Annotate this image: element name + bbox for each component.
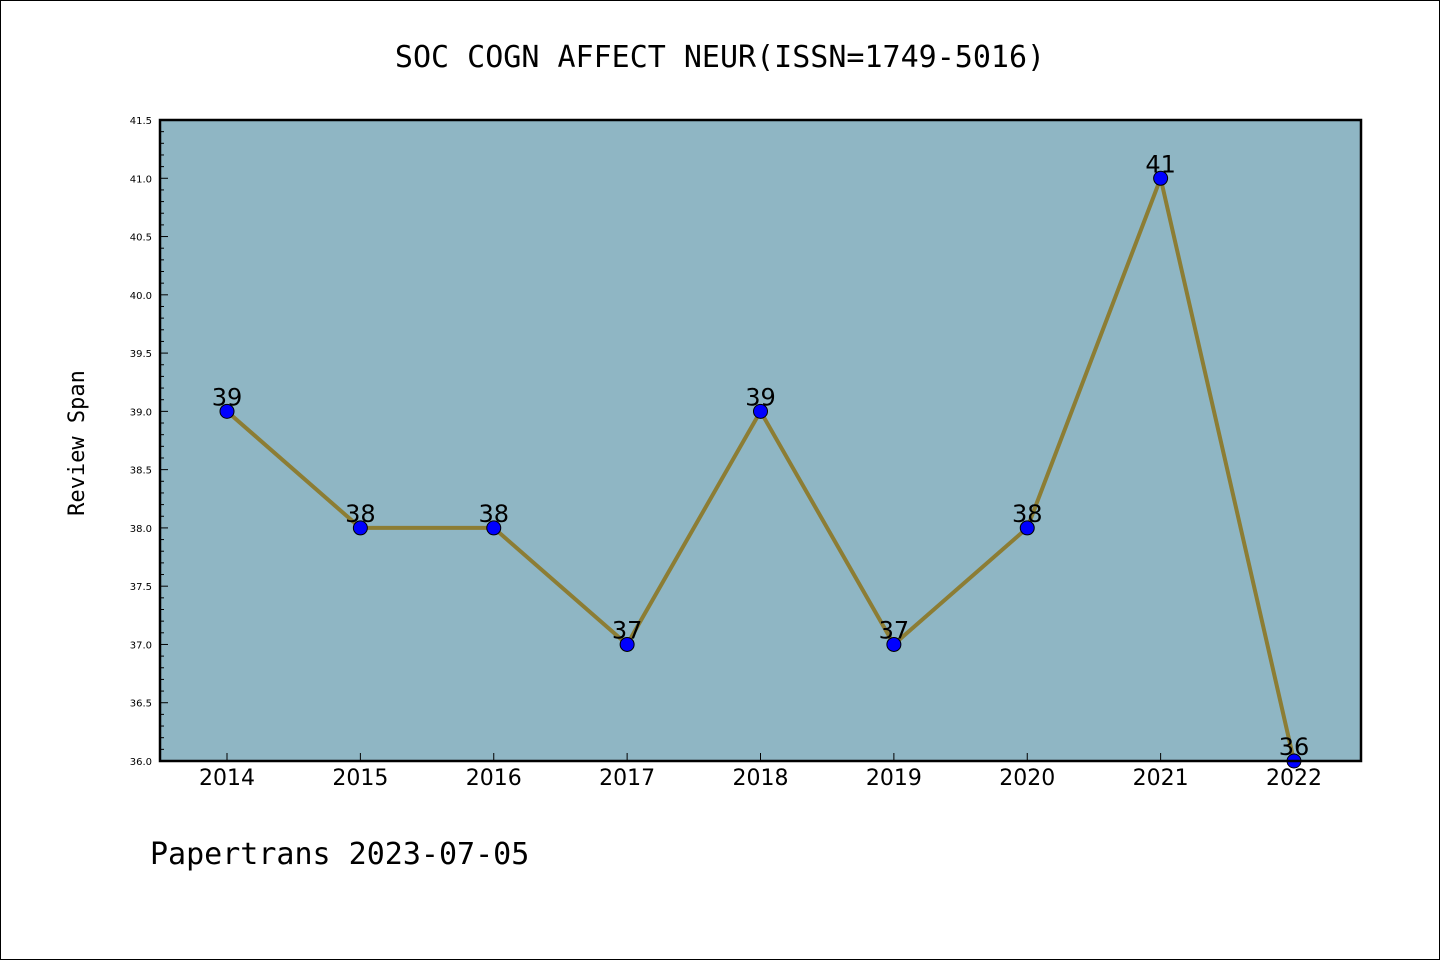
- data-point: [219, 403, 235, 419]
- chart-title: SOC COGN AFFECT NEUR(ISSN=1749-5016): [395, 40, 1045, 75]
- data-label: 38: [478, 500, 509, 528]
- data-point: [886, 636, 902, 652]
- y-tick-label: 39.5: [130, 349, 152, 360]
- plot-border: [158, 118, 1363, 763]
- y-tick-label: 40.5: [130, 233, 152, 244]
- data-label: 38: [345, 500, 376, 528]
- y-tick-label: 38.0: [130, 524, 152, 535]
- x-tick-label: 2018: [733, 766, 789, 791]
- data-label: 39: [212, 383, 243, 411]
- footer-text: Papertrans 2023-07-05: [150, 837, 529, 872]
- data-point: [1153, 170, 1169, 186]
- data-point: [1019, 520, 1035, 536]
- data-label: 41: [1145, 150, 1176, 178]
- series-line-group: 39 38 38 37 39 37 38 41 36: [212, 150, 1310, 769]
- x-tick-label: 2015: [332, 766, 388, 791]
- data-point: [486, 520, 502, 536]
- x-tick-label: 2021: [1133, 766, 1189, 791]
- data-point: [352, 520, 368, 536]
- data-point: [619, 636, 635, 652]
- x-axis-ticks: 2014 2015 2016 2017 2018 2019 2020 2021 2022: [199, 753, 1322, 791]
- data-label: 39: [745, 383, 776, 411]
- y-tick-label: 36.5: [130, 699, 152, 710]
- x-tick-label: 2017: [599, 766, 655, 791]
- y-tick-label: 39.0: [130, 407, 152, 418]
- data-label: 37: [879, 616, 910, 644]
- y-tick-label: 41.5: [130, 116, 152, 127]
- data-label: 38: [1012, 500, 1043, 528]
- x-tick-label: 2022: [1266, 766, 1322, 791]
- y-tick-label: 37.5: [130, 582, 152, 593]
- data-label: 36: [1279, 733, 1310, 761]
- y-tick-label: 38.5: [130, 466, 152, 477]
- data-label: 37: [612, 616, 643, 644]
- x-tick-label: 2016: [466, 766, 522, 791]
- y-tick-label: 36.0: [130, 757, 152, 768]
- y-axis-label: Review Span: [65, 370, 90, 516]
- x-tick-label: 2019: [866, 766, 922, 791]
- x-tick-label: 2014: [199, 766, 255, 791]
- y-tick-label: 41.0: [130, 174, 152, 185]
- y-tick-label: 37.0: [130, 640, 152, 651]
- plot-area: [160, 120, 1361, 761]
- y-tick-label: 40.0: [130, 291, 152, 302]
- x-tick-label: 2020: [999, 766, 1055, 791]
- data-point: [753, 403, 768, 419]
